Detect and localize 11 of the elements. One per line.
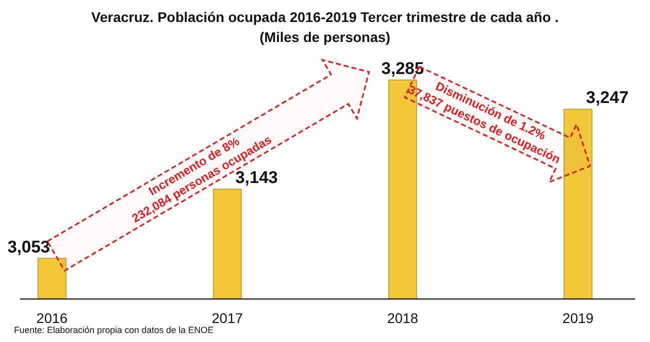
data-label: 3,247	[586, 88, 629, 108]
x-tick-label: 2016	[36, 310, 68, 326]
data-label: 3,053	[7, 237, 50, 256]
x-tick-label: 2018	[387, 310, 418, 326]
data-label: 3,285	[381, 59, 424, 78]
x-tick-label: 2019	[562, 310, 594, 326]
data-label: 3,143	[235, 168, 278, 188]
source-note: Fuente: Elaboración propia con datos de la ENOE	[14, 325, 214, 335]
chart-subtitle: (Miles de personas)	[260, 29, 390, 45]
x-tick-label: 2017	[212, 310, 244, 326]
chart-title: Veracruz. Población ocupada 2016-2019 Tercer trimestre de cada año .	[91, 9, 559, 25]
